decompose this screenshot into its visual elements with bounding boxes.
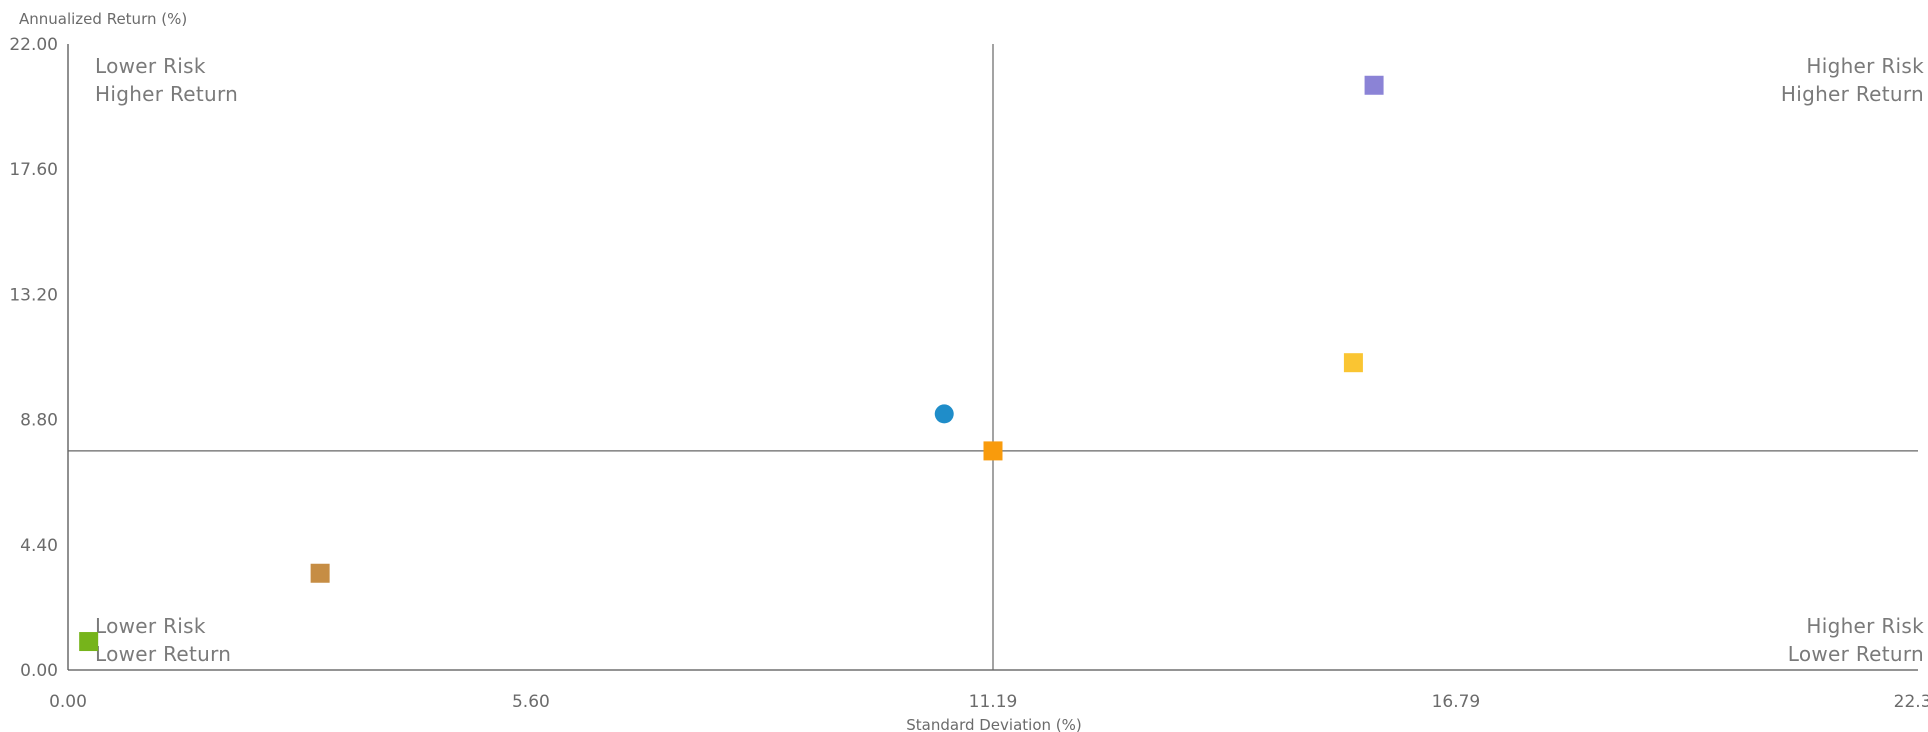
data-points — [79, 75, 1384, 652]
data-point-square[interactable] — [983, 441, 1003, 461]
x-tick-label: 16.79 — [1432, 692, 1481, 712]
data-point-square[interactable] — [1343, 353, 1363, 373]
x-tick-label: 22.38 — [1894, 692, 1928, 712]
crosshair-lines — [68, 44, 1918, 670]
x-tick-label: 11.19 — [969, 692, 1018, 712]
data-point-square[interactable] — [79, 632, 99, 652]
x-tick-label: 0.00 — [49, 692, 87, 712]
data-point-square[interactable] — [1364, 75, 1384, 95]
quadrant-label-top-left: Lower Risk — [95, 54, 206, 78]
y-axis-title: Annualized Return (%) — [19, 10, 187, 28]
y-tick-label: 17.60 — [9, 160, 58, 180]
tick-labels: 0.00 5.60 11.19 16.79 22.38 0.00 4.40 8.80 13.20… — [9, 35, 1928, 712]
quadrant-label-top-right: Higher Return — [1781, 82, 1924, 106]
y-tick-label: 13.20 — [9, 285, 58, 305]
data-point-square[interactable] — [310, 563, 330, 583]
quadrant-label-bottom-right: Higher Risk — [1806, 614, 1924, 638]
quadrant-labels: Lower Risk Higher Return Higher Risk Higher… — [95, 54, 1924, 666]
data-point-circle[interactable] — [934, 404, 954, 424]
x-tick-label: 5.60 — [512, 692, 550, 712]
quadrant-label-bottom-left: Lower Risk — [95, 614, 206, 638]
y-tick-label: 22.00 — [9, 35, 58, 55]
y-tick-label: 4.40 — [20, 536, 58, 556]
quadrant-label-bottom-right: Lower Return — [1788, 642, 1924, 666]
y-tick-label: 8.80 — [20, 411, 58, 431]
quadrant-label-top-left: Higher Return — [95, 82, 238, 106]
x-axis-title: Standard Deviation (%) — [906, 716, 1081, 732]
y-tick-label: 0.00 — [20, 661, 58, 681]
quadrant-label-top-right: Higher Risk — [1806, 54, 1924, 78]
quadrant-label-bottom-left: Lower Return — [95, 642, 231, 666]
